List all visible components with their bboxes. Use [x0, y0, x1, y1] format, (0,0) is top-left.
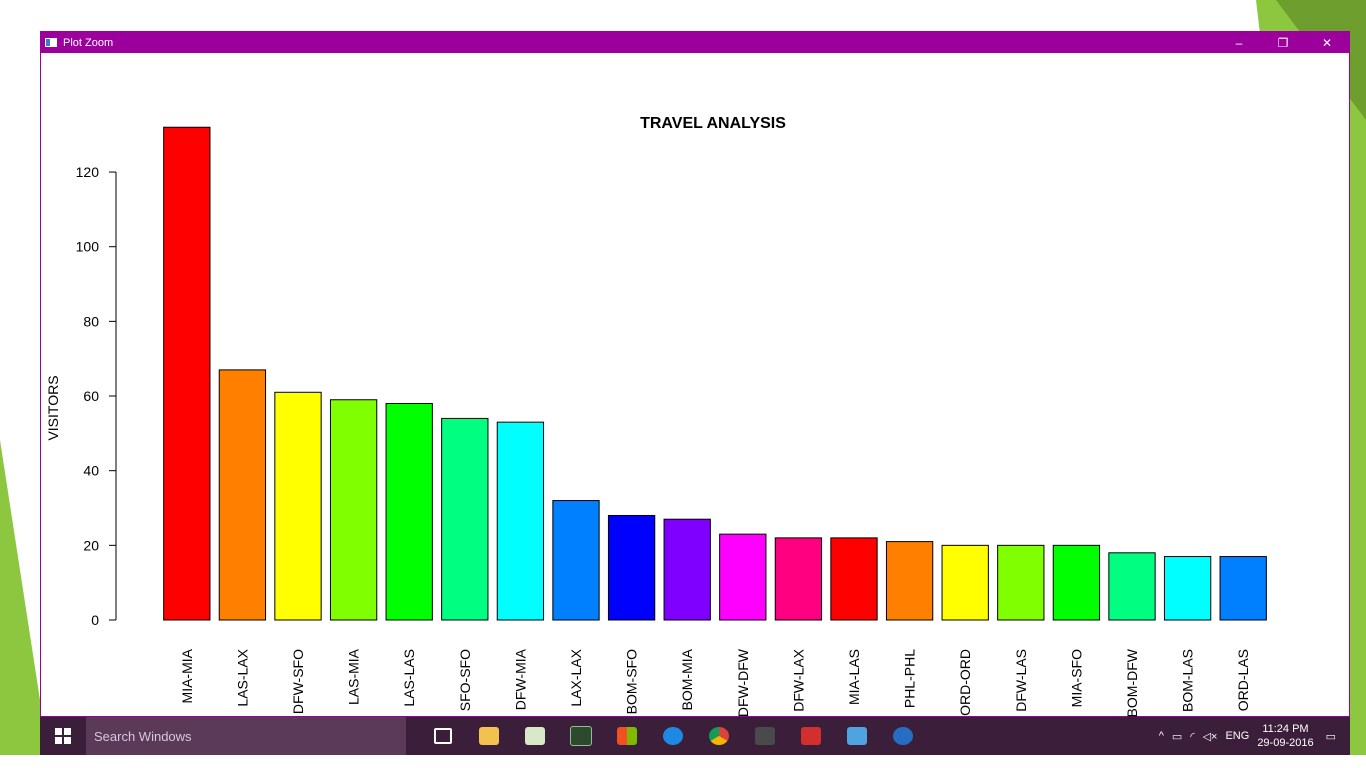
- wifi-icon[interactable]: ◜: [1190, 730, 1195, 743]
- x-tick-label: BOM-DFW: [1124, 648, 1140, 717]
- edge-icon[interactable]: [650, 717, 696, 755]
- y-tick-label: 80: [83, 313, 99, 329]
- x-tick-label: LAS-LAX: [234, 648, 250, 706]
- windows-logo-icon: [55, 728, 71, 744]
- volume-muted-icon[interactable]: ◁×: [1202, 730, 1218, 743]
- bar-lax-lax: [552, 500, 600, 621]
- notification-icon[interactable]: ▭: [1325, 730, 1336, 743]
- network-icon[interactable]: ▭: [1171, 730, 1183, 743]
- terminal-icon[interactable]: [558, 717, 604, 755]
- y-tick-label: 40: [83, 463, 99, 479]
- y-axis-label: VISITORS: [45, 375, 61, 440]
- x-tick-label: LAX-LAX: [568, 648, 584, 706]
- bars-group: [163, 126, 1267, 621]
- clock-time: 11:24 PM: [1262, 723, 1309, 735]
- chevron-up-icon[interactable]: ^: [1158, 730, 1164, 742]
- acrobat-icon[interactable]: [788, 717, 834, 755]
- y-tick-label: 20: [83, 537, 99, 553]
- r-icon[interactable]: [880, 717, 926, 755]
- bar-las-mia: [329, 399, 378, 621]
- chrome-icon[interactable]: [696, 717, 742, 755]
- restore-button[interactable]: ❐: [1277, 35, 1289, 50]
- plot-zoom-window: Plot Zoom – ❐ ✕ TRAVEL ANALYSIS VISITORS…: [40, 31, 1350, 717]
- store-icon[interactable]: [604, 717, 650, 755]
- app-icon: [45, 38, 57, 47]
- y-axis: 0 20 40 60 80 100 120: [76, 164, 117, 628]
- x-tick-label: MIA-LAS: [846, 649, 862, 705]
- clock-date: 29-09-2016: [1257, 737, 1314, 749]
- x-tick-label: BOM-SFO: [624, 649, 640, 714]
- x-tick-label: ORD-LAS: [1235, 649, 1251, 711]
- bar-dfw-dfw: [719, 533, 767, 621]
- x-tick-label: MIA-MIA: [179, 648, 195, 703]
- clock[interactable]: 11:24 PM 29-09-2016: [1257, 722, 1313, 750]
- x-tick-label: DFW-SFO: [290, 649, 306, 714]
- x-tick-label: DFW-MIA: [512, 648, 528, 710]
- y-tick-label: 60: [83, 388, 99, 404]
- bar-bom-sfo: [607, 514, 656, 621]
- bar-sfo-sfo: [441, 417, 489, 621]
- task-view-icon[interactable]: [420, 717, 466, 755]
- x-tick-label: BOM-MIA: [679, 648, 695, 710]
- bar-dfw-las: [997, 544, 1045, 621]
- x-tick-label: DFW-DFW: [735, 648, 751, 717]
- bar-bom-mia: [663, 518, 711, 621]
- y-tick-label: 0: [91, 612, 99, 628]
- background-decoration-left: [0, 440, 40, 768]
- x-tick-label: ORD-ORD: [957, 649, 973, 716]
- bar-bom-dfw: [1108, 552, 1156, 621]
- bar-mia-mia: [163, 126, 211, 621]
- x-tick-label: LAS-LAS: [401, 649, 417, 707]
- bar-mia-las: [830, 537, 878, 621]
- window-titlebar[interactable]: Plot Zoom – ❐ ✕: [41, 32, 1349, 53]
- system-tray: ^ ▭ ◜ ◁× ENG 11:24 PM 29-09-2016 ▭: [1159, 717, 1350, 755]
- bar-dfw-lax: [774, 537, 823, 621]
- start-button[interactable]: [40, 717, 86, 755]
- bar-ord-las: [1219, 556, 1267, 621]
- control-panel-icon[interactable]: [834, 717, 880, 755]
- x-tick-label: DFW-LAS: [1013, 649, 1029, 712]
- bar-chart: TRAVEL ANALYSIS VISITORS 0 20 40 60 80 100 120…: [45, 115, 1267, 717]
- bar-bom-las: [1163, 556, 1212, 621]
- x-tick-labels: MIA-MIA LAS-LAX DFW-SFO LAS-MIA LAS-LAS SFO-S…: [179, 648, 1251, 717]
- bar-las-las: [385, 402, 433, 621]
- file-explorer-icon[interactable]: [466, 717, 512, 755]
- language-indicator[interactable]: ENG: [1225, 730, 1250, 742]
- minimize-button[interactable]: –: [1235, 35, 1243, 50]
- x-tick-label: DFW-LAX: [790, 648, 806, 711]
- notepad-icon[interactable]: [512, 717, 558, 755]
- x-tick-label: SFO-SFO: [457, 649, 473, 711]
- y-tick-label: 100: [76, 239, 100, 255]
- search-input[interactable]: Search Windows: [86, 717, 406, 755]
- bottom-strip: [0, 755, 1366, 768]
- bar-las-lax: [218, 369, 267, 621]
- window-title: Plot Zoom: [63, 36, 114, 49]
- taskbar: Search Windows ^ ▭ ◜ ◁× ENG 11:24 PM 29-…: [40, 717, 1350, 755]
- y-tick-label: 120: [76, 164, 100, 180]
- bar-mia-sfo: [1052, 544, 1101, 621]
- close-button[interactable]: ✕: [1321, 35, 1333, 50]
- x-tick-label: MIA-SFO: [1068, 649, 1084, 707]
- bar-dfw-sfo: [274, 391, 322, 621]
- bar-ord-ord: [941, 544, 989, 621]
- x-tick-label: BOM-LAS: [1180, 649, 1196, 712]
- x-tick-label: LAS-MIA: [346, 648, 362, 705]
- x-tick-label: PHL-PHL: [902, 649, 918, 708]
- sublime-icon[interactable]: [742, 717, 788, 755]
- bar-phl-phl: [885, 541, 934, 621]
- bar-dfw-mia: [496, 421, 545, 621]
- chart-title: TRAVEL ANALYSIS: [640, 115, 786, 132]
